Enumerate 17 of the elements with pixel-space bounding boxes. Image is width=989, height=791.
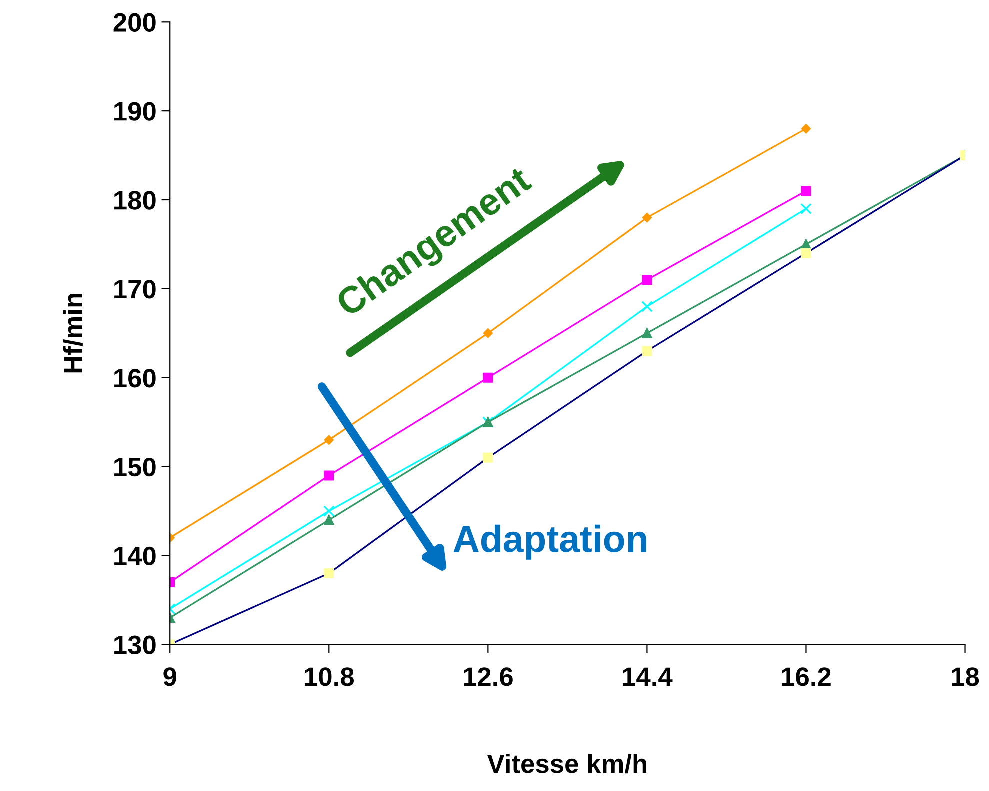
x-tick-label: 14.4 xyxy=(623,668,673,686)
y-tick-label: 160 xyxy=(114,369,156,388)
y-tick-label: 150 xyxy=(114,458,156,477)
y-tick-label: 180 xyxy=(114,191,156,210)
x-tick-label: 10.8 xyxy=(305,668,354,686)
y-tick-label: 140 xyxy=(114,546,156,566)
x-axis-title: Vitesse km/h xyxy=(487,754,646,774)
x-tick-label: 9 xyxy=(164,668,176,686)
x-tick-label: 16.2 xyxy=(782,668,831,686)
annotation: Adaptation xyxy=(454,524,646,560)
x-tick-label: 18 xyxy=(952,668,980,686)
y-tick-label: 190 xyxy=(114,102,156,121)
x-tick-label: 12.6 xyxy=(464,668,513,686)
y-tick-label: 200 xyxy=(114,13,156,32)
y-tick-label: 130 xyxy=(114,636,156,655)
y-axis-title: Hf/min xyxy=(63,294,83,373)
y-tick-label: 170 xyxy=(114,280,156,299)
